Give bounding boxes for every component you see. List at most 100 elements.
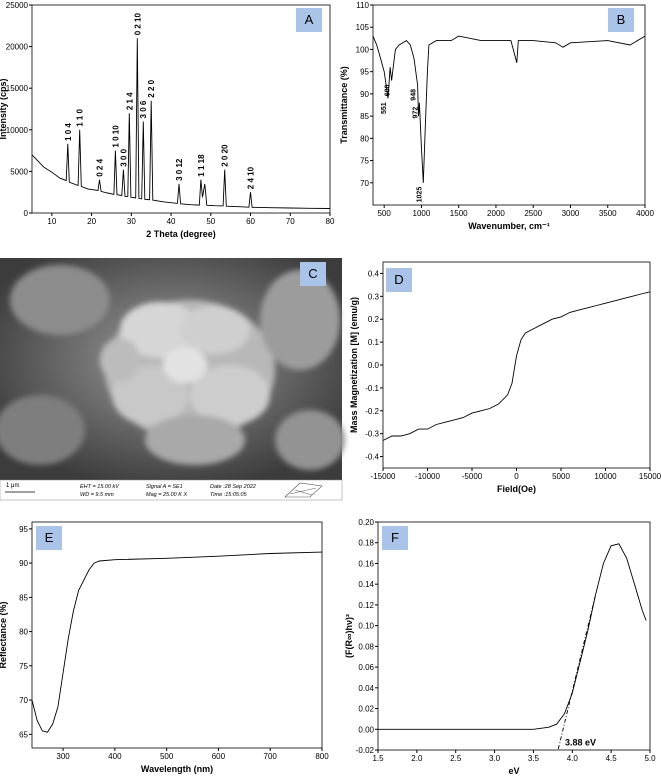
- y-tick-label: 85: [19, 593, 28, 602]
- y-axis-label: (F(R∞)hν)²: [344, 614, 354, 658]
- x-axis-label: Wavelength (nm): [141, 764, 213, 774]
- band-label: 551: [381, 102, 388, 114]
- peak-label: 1 1 18: [197, 154, 206, 177]
- x-tick-label: 4.0: [567, 754, 579, 763]
- x-tick-label: 500: [377, 209, 391, 218]
- x-tick-label: 10: [47, 217, 56, 226]
- x-tick-label: 2500: [524, 209, 542, 218]
- x-tick-label: 400: [108, 752, 122, 761]
- x-tick-label: 15000: [639, 472, 661, 481]
- chart-panel: 300 400 500 600 700 800 65 70 75 80 85 90 95 Waveleng…: [0, 521, 329, 774]
- y-tick-label: 0.14: [358, 580, 374, 589]
- x-tick-label: 3.0: [489, 754, 501, 763]
- panel-label: F: [391, 530, 399, 545]
- panel-label-box: [296, 8, 322, 32]
- y-tick-label: 95: [360, 68, 369, 77]
- y-tick-label: 70: [19, 696, 28, 705]
- peak-label: 1 0 4: [64, 123, 73, 141]
- x-tick-label: 5.0: [644, 754, 656, 763]
- x-tick-label: 30: [127, 217, 136, 226]
- data-line: [31, 38, 331, 209]
- x-axis-label: eV: [508, 766, 519, 775]
- sem-image-panel: 1 μm EHT = 15.00 kV WD = 9.5 mm Signal A…: [0, 258, 345, 501]
- y-tick-label: 65: [19, 730, 28, 739]
- x-tick-label: 0: [514, 472, 519, 481]
- y-tick-label: -0.02: [356, 746, 375, 755]
- panel-label: B: [617, 12, 626, 27]
- y-tick-label: 0.3: [368, 292, 380, 301]
- x-tick-label: 1.5: [372, 754, 384, 763]
- y-axis-label: Intensity (cps): [0, 78, 8, 139]
- y-tick-label: 0.10: [358, 622, 374, 631]
- panel-label-box: [382, 526, 408, 550]
- x-tick-label: 5000: [552, 472, 570, 481]
- x-axis-label: Field(Oe): [497, 484, 536, 494]
- y-tick-label: 0.18: [358, 539, 374, 548]
- x-tick-label: 2.0: [411, 754, 423, 763]
- y-tick-label: 75: [360, 157, 369, 166]
- y-tick-label: 0.16: [358, 559, 374, 568]
- y-tick-label: 0.1: [368, 338, 380, 347]
- peak-label: 0 2 10: [133, 12, 142, 35]
- y-tick-label: 0.2: [368, 315, 380, 324]
- chart-panel: 500 1000 1500 2000 2500 3000 3500 4000 70 75 80 85 9…: [339, 1, 654, 231]
- y-tick-label: 105: [356, 23, 370, 32]
- panel-label: E: [45, 530, 54, 545]
- chart-panel: 1.5 2.0 2.5 3.0 3.5 4.0 4.5 5.0 -0.02 0.00 0.02 0.0…: [344, 518, 656, 776]
- y-tick-label: 20000: [6, 43, 29, 52]
- peak-label: 2 2 0: [147, 79, 156, 97]
- sem-info: Time :15:05:05: [210, 492, 248, 498]
- plot-frame: [382, 261, 651, 469]
- data-line: [378, 543, 647, 730]
- y-tick-label: -0.3: [365, 430, 379, 439]
- y-tick-label: 0.06: [358, 663, 374, 672]
- x-tick-label: 700: [264, 752, 278, 761]
- sem-particles: [0, 265, 345, 470]
- y-tick-label: 0.02: [358, 705, 374, 714]
- sem-info: WD = 9.5 mm: [80, 492, 114, 498]
- sem-info: Date :28 Sep 2022: [210, 484, 256, 490]
- band-label: 948: [411, 89, 418, 101]
- x-axis-label: Wavenumber, cm⁻¹: [468, 221, 549, 231]
- chart-panel: -15000 -10000 -5000 0 5000 10000 15000 -0.4 -0.3…: [349, 261, 661, 494]
- sem-info-bar: [0, 479, 343, 501]
- sem-info: EHT = 15.00 kV: [80, 484, 120, 490]
- y-tick-label: 0.08: [358, 642, 374, 651]
- panel-label-box: [36, 526, 62, 550]
- y-tick-label: 0.20: [358, 518, 374, 527]
- x-tick-label: 10000: [594, 472, 617, 481]
- panel-label: D: [394, 272, 403, 287]
- y-tick-label: 0.00: [358, 725, 374, 734]
- x-tick-label: -15000: [371, 472, 396, 481]
- chart-panel: 10 20 30 40 50 60 70 80 0 5000 10000 15000 20000 2500…: [0, 1, 335, 239]
- x-tick-label: 4000: [636, 209, 654, 218]
- y-tick-label: 0.04: [358, 684, 374, 693]
- x-tick-label: 1500: [450, 209, 468, 218]
- x-tick-label: -10000: [415, 472, 440, 481]
- band-label: 972: [412, 107, 419, 119]
- panel-label-box: [386, 268, 412, 292]
- peak-label: 1 1 0: [76, 108, 85, 126]
- x-tick-label: 4.5: [606, 754, 618, 763]
- panel-label: A: [305, 12, 314, 27]
- peak-label: 2 0 20: [221, 144, 230, 167]
- sem-info: Mag = 25.00 K X: [146, 492, 187, 498]
- band-label: 1025: [416, 187, 423, 203]
- y-tick-label: 0: [24, 209, 29, 218]
- panel-label: C: [308, 266, 317, 281]
- peak-label: 3 0 12: [175, 158, 184, 181]
- x-tick-label: 600: [212, 752, 226, 761]
- annotation: 3.88 eV: [565, 737, 596, 747]
- y-tick-label: -0.4: [365, 453, 379, 462]
- band-label: 600: [385, 84, 392, 96]
- y-tick-label: 80: [360, 134, 369, 143]
- y-tick-label: 0.12: [358, 601, 374, 610]
- data-line: [31, 551, 323, 733]
- x-tick-label: 3000: [562, 209, 580, 218]
- peak-label: 2 1 4: [125, 92, 134, 110]
- y-tick-label: 90: [19, 559, 28, 568]
- plot-frame: [31, 4, 331, 214]
- y-tick-label: -0.1: [365, 384, 379, 393]
- y-tick-label: 5000: [10, 167, 28, 176]
- plot-frame: [31, 521, 323, 749]
